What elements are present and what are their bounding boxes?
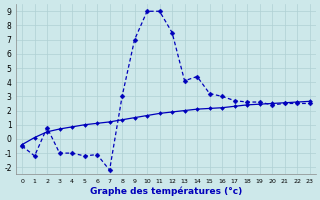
X-axis label: Graphe des températures (°c): Graphe des températures (°c): [90, 186, 242, 196]
